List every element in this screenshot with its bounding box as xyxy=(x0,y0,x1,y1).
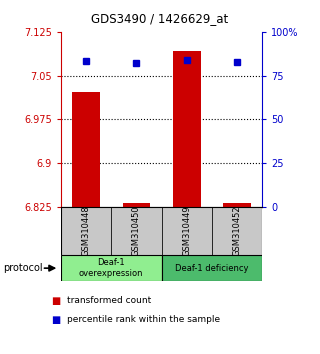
FancyBboxPatch shape xyxy=(162,207,212,255)
Text: Deaf-1
overexpression: Deaf-1 overexpression xyxy=(79,258,143,278)
FancyBboxPatch shape xyxy=(111,207,162,255)
FancyBboxPatch shape xyxy=(61,207,111,255)
Bar xyxy=(72,92,100,207)
Text: ■: ■ xyxy=(51,296,60,306)
Text: GSM310448: GSM310448 xyxy=(82,206,91,256)
Bar xyxy=(173,51,201,207)
Text: GSM310452: GSM310452 xyxy=(233,206,242,256)
Bar xyxy=(223,203,251,207)
Text: GDS3490 / 1426629_at: GDS3490 / 1426629_at xyxy=(92,12,228,25)
Bar xyxy=(123,203,150,207)
Text: GSM310449: GSM310449 xyxy=(182,206,191,256)
FancyBboxPatch shape xyxy=(212,207,262,255)
FancyBboxPatch shape xyxy=(162,255,262,281)
Text: protocol: protocol xyxy=(3,263,43,273)
Text: transformed count: transformed count xyxy=(67,296,151,304)
FancyBboxPatch shape xyxy=(61,255,162,281)
Text: GSM310450: GSM310450 xyxy=(132,206,141,256)
Text: Deaf-1 deficiency: Deaf-1 deficiency xyxy=(175,264,249,273)
Text: percentile rank within the sample: percentile rank within the sample xyxy=(67,315,220,324)
Text: ■: ■ xyxy=(51,315,60,325)
